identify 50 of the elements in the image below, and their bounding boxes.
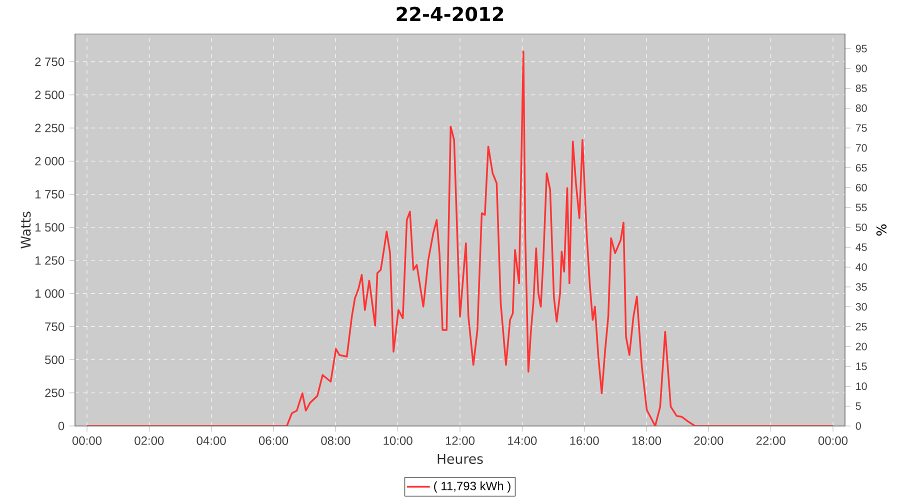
- y2-tick-label: 65: [856, 164, 867, 172]
- y-tick-label: 2 000: [35, 156, 64, 166]
- y2-axis-title: %: [876, 224, 887, 236]
- y-tick-label: 2 500: [35, 90, 64, 100]
- x-tick-label: 04:00: [196, 436, 226, 445]
- y2-tick-label: 35: [856, 283, 867, 291]
- y2-tick-label: 20: [856, 342, 867, 350]
- x-tick-label: 20:00: [694, 436, 724, 445]
- y-tick-label: 1 250: [35, 256, 64, 265]
- x-tick-label: 10:00: [384, 436, 412, 445]
- y-tick-label: 1 500: [35, 223, 64, 232]
- y-tick-label: 500: [45, 356, 64, 364]
- x-tick-label: 14:00: [508, 436, 537, 445]
- y-tick-label: 2 750: [35, 58, 64, 66]
- x-tick-label: 02:00: [134, 436, 164, 445]
- x-tick-label: 22:00: [756, 436, 786, 445]
- y-axis-title: Watts: [20, 212, 31, 249]
- y2-tick-label: 30: [856, 303, 867, 311]
- y2-tick-label: 55: [856, 204, 867, 212]
- y2-tick-label: 15: [856, 362, 867, 370]
- x-tick-label: 08:00: [321, 436, 350, 445]
- x-axis-title: Heures: [438, 454, 483, 464]
- y2-tick-label: 80: [856, 104, 867, 112]
- y2-tick-label: 85: [856, 84, 867, 92]
- y2-tick-label: 5: [856, 402, 861, 410]
- y2-tick-label: 0: [856, 422, 861, 430]
- chart-title: 22-4-2012: [396, 6, 504, 22]
- y2-tick-label: 10: [856, 382, 867, 390]
- y2-tick-label: 70: [856, 144, 867, 152]
- y2-tick-label: 90: [856, 64, 867, 72]
- x-tick-label: 12:00: [446, 436, 475, 445]
- y-tick-label: 250: [45, 388, 64, 398]
- x-tick-label: 16:00: [570, 436, 599, 445]
- y2-tick-label: 25: [856, 322, 867, 330]
- y2-tick-label: 75: [856, 124, 867, 132]
- y-tick-label: 750: [45, 322, 64, 331]
- y2-tick-label: 40: [856, 263, 867, 271]
- legend-label: ( 11,793 kWh ): [434, 481, 510, 493]
- y2-tick-label: 95: [856, 44, 867, 52]
- x-tick-label: 06:00: [258, 436, 288, 445]
- y-tick-label: 0: [58, 422, 64, 430]
- y2-tick-label: 50: [856, 224, 867, 232]
- y2-tick-label: 45: [856, 244, 867, 251]
- x-tick-label: 00:00: [72, 436, 102, 445]
- x-tick-label: 00:00: [818, 436, 848, 445]
- y-tick-label: 1 750: [35, 190, 64, 198]
- y2-tick-label: 60: [856, 184, 867, 192]
- x-tick-label: 18:00: [632, 436, 662, 445]
- y-tick-label: 1 000: [35, 289, 64, 298]
- y-tick-label: 2 250: [35, 124, 64, 132]
